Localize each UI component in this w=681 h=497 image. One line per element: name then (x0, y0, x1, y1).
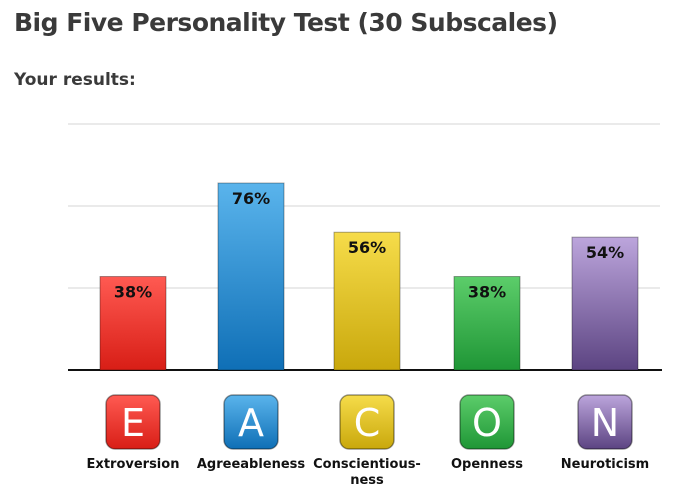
trait-name-extroversion: Extroversion (86, 457, 180, 472)
trait-name-openness: Openness (451, 457, 523, 472)
bar-conscientiousness (333, 231, 401, 371)
trait-letter: E (121, 401, 145, 445)
bar-value-label: 38% (114, 283, 152, 302)
bar-value-label: 54% (586, 243, 624, 262)
bar-value-label: 76% (232, 189, 270, 208)
trait-name-agreeableness: Agreeableness (196, 457, 306, 472)
bar-extroversion (99, 276, 167, 371)
bar-neuroticism (571, 236, 639, 371)
trait-name-neuroticism: Neuroticism (560, 457, 650, 472)
trait-badge-neuroticism (577, 394, 633, 450)
results-heading: Your results: (14, 70, 136, 90)
trait-badge-openness (459, 394, 515, 450)
trait-badge-agreeableness (223, 394, 279, 450)
bar-agreeableness (217, 182, 285, 371)
trait-letter: N (591, 401, 619, 445)
trait-badge-extroversion (105, 394, 161, 450)
trait-name-conscientiousness: Conscientious-ness (313, 457, 421, 488)
page-title: Big Five Personality Test (30 Subscales) (14, 8, 558, 37)
bar-value-label: 56% (348, 238, 386, 257)
bar-value-label: 38% (468, 283, 506, 302)
trait-letter: C (354, 401, 381, 445)
bar-openness (453, 276, 521, 371)
trait-letter: A (238, 401, 264, 445)
trait-letter: O (472, 401, 502, 445)
trait-badge-conscientiousness (339, 394, 395, 450)
